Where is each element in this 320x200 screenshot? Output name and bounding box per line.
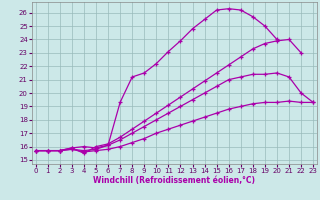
X-axis label: Windchill (Refroidissement éolien,°C): Windchill (Refroidissement éolien,°C) [93, 176, 255, 185]
